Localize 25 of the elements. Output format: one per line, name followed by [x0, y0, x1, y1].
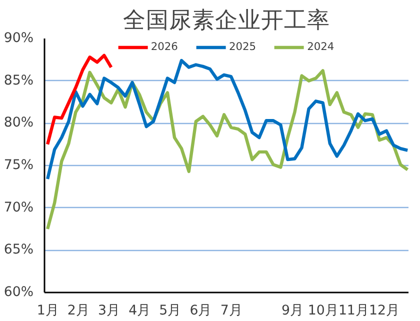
line-series	[46, 54, 113, 146]
y-tick-label: 90%	[4, 31, 34, 46]
y-tick-label: 60%	[4, 285, 34, 300]
x-tick-label: 6月	[190, 304, 212, 318]
x-tick-label: 10月	[308, 304, 338, 318]
y-tick-label: 70%	[4, 200, 34, 216]
x-tick-label: 9月	[282, 304, 304, 318]
y-tick-label: 85%	[4, 73, 34, 88]
line-series	[46, 58, 408, 181]
y-tick-label: 75%	[4, 158, 34, 173]
x-tick-label: 1月	[36, 304, 58, 318]
x-tick-label: 3月	[98, 304, 120, 318]
chart-title: 全国尿素企业开工率	[123, 8, 330, 34]
x-tick-label: 7月	[220, 304, 242, 318]
y-tick-label: 65%	[4, 242, 34, 258]
x-tick-label: 5月	[159, 304, 181, 318]
x-tick-label: 4月	[128, 304, 150, 318]
x-tick-label: 11月	[338, 304, 368, 318]
line-series	[46, 69, 408, 231]
legend-label: 2025	[228, 40, 256, 53]
x-tick-label: 12月	[369, 304, 400, 318]
y-tick-label: 80%	[4, 116, 34, 131]
legend-label: 2024	[307, 40, 334, 53]
legend-label: 2026	[150, 40, 178, 53]
x-tick-label: 2月	[67, 304, 89, 318]
